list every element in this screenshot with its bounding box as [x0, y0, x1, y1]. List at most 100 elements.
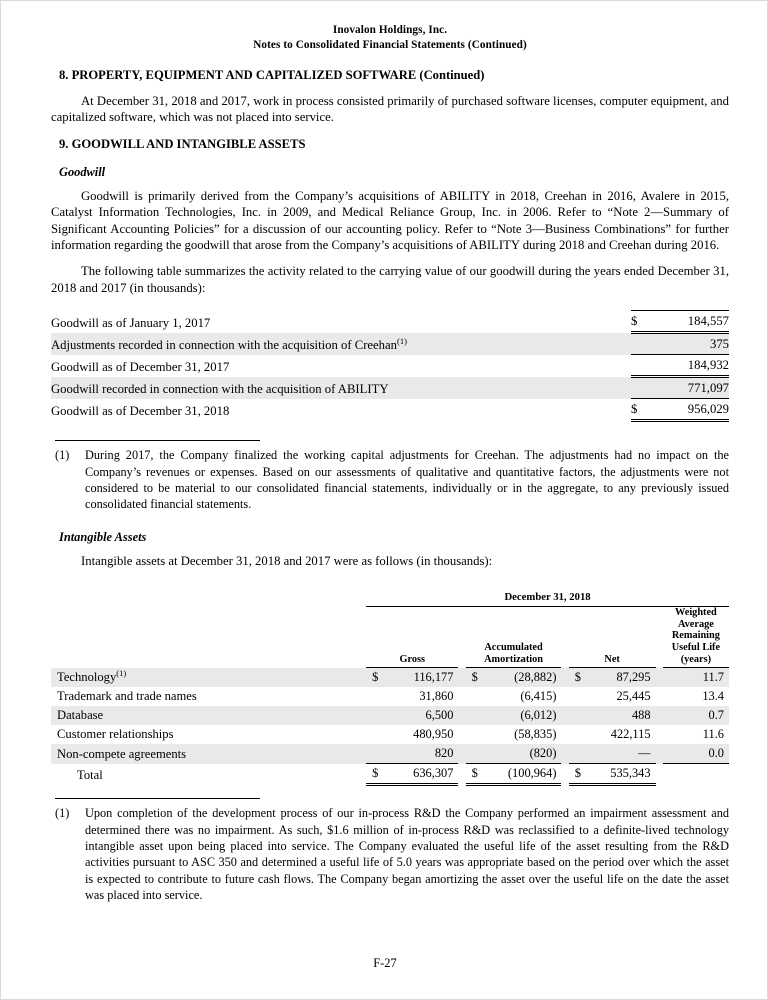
accum-value: (58,835) [514, 727, 557, 742]
note-8-heading: 8. PROPERTY, EQUIPMENT AND CAPITALIZED S… [59, 68, 485, 82]
gross-value: 820 [434, 746, 454, 761]
table-row: Database 6,500 (6,012) 488 0.7 [51, 706, 729, 726]
accum-currency: $ [471, 670, 478, 685]
table-row: Trademark and trade names 31,860 (6,415)… [51, 687, 729, 706]
goodwill-row-label: Goodwill as of December 31, 2017 [51, 359, 230, 374]
useful-life-value: 0.0 [708, 746, 725, 761]
table-row: Goodwill as of December 31, 2017 184,932 [51, 354, 729, 377]
goodwill-row-currency [631, 354, 651, 377]
accum-value: (28,882) [514, 670, 557, 685]
gross-value: 31,860 [419, 689, 454, 704]
total-gross-value: 636,307 [388, 763, 459, 785]
table-footer-rule-row [51, 419, 729, 427]
total-useful-life-value [662, 763, 729, 785]
useful-life-value: 0.7 [708, 708, 725, 723]
double-rule [366, 783, 389, 787]
table-row: Non-compete agreements 820 (820) — 0.0 [51, 744, 729, 764]
gross-value: 6,500 [425, 708, 454, 723]
net-value: 25,445 [616, 689, 651, 704]
table-total-row: Total $ 636,307 $ (100,964) $ 535,343 [51, 763, 729, 785]
intangible-row-label: Trademark and trade names [57, 689, 197, 704]
column-header-net: Net [568, 606, 656, 669]
note-8-paragraph: At December 31, 2018 and 2017, work in p… [51, 94, 729, 125]
footnote-text: Upon completion of the development proce… [85, 806, 729, 903]
table-footer-rule-row [51, 783, 729, 787]
gross-value: 116,177 [413, 670, 454, 685]
gross-currency [366, 687, 389, 706]
gross-currency: $ [372, 670, 379, 685]
note-9-heading: 9. GOODWILL AND INTANGIBLE ASSETS [59, 136, 306, 151]
net-value: 488 [631, 708, 651, 723]
intangibles-footnote: (1) Upon completion of the development p… [55, 805, 729, 903]
gross-value: 480,950 [413, 727, 454, 742]
accum-currency [466, 744, 489, 764]
goodwill-row-value: 184,932 [651, 354, 729, 377]
double-rule [488, 783, 562, 787]
goodwill-row-label: Goodwill recorded in connection with the… [51, 381, 389, 396]
net-currency [569, 687, 592, 706]
footnote-number: (1) [55, 448, 70, 463]
double-rule [465, 783, 489, 787]
footnote-text: During 2017, the Company finalized the w… [85, 448, 729, 512]
total-accum-currency: $ [465, 763, 489, 785]
double-rule [651, 419, 729, 427]
accum-currency [466, 687, 489, 706]
gross-currency [366, 706, 389, 725]
footnote-marker: (1) [116, 668, 127, 679]
net-currency [569, 706, 592, 725]
column-header-gross: Gross [366, 606, 459, 669]
net-currency [569, 725, 592, 744]
net-value: — [638, 746, 651, 761]
table-row: Customer relationships 480,950 (58,835) … [51, 725, 729, 744]
total-accum-value: (100,964) [488, 763, 562, 785]
net-currency [569, 744, 592, 764]
goodwill-row-currency: $ [631, 398, 651, 421]
footnote-number: (1) [55, 806, 70, 821]
double-rule [568, 783, 592, 787]
intangible-table-intro: Intangible assets at December 31, 2018 a… [81, 553, 493, 568]
page-number: F-27 [373, 956, 397, 970]
useful-life-value: 11.7 [702, 670, 724, 685]
useful-life-value: 11.6 [702, 727, 724, 742]
table-row: Goodwill recorded in connection with the… [51, 375, 729, 399]
goodwill-table: Goodwill as of January 1, 2017 $ 184,557… [51, 310, 729, 427]
table-row: Goodwill as of January 1, 2017 $ 184,557 [51, 310, 729, 333]
goodwill-row-value: 375 [651, 331, 729, 355]
column-header-accumulated-amortization: Accumulated Amortization [465, 606, 562, 669]
goodwill-row-label: Adjustments recorded in connection with … [51, 335, 407, 352]
accum-currency [466, 725, 489, 744]
gross-currency [366, 725, 389, 744]
goodwill-row-value: 956,029 [651, 398, 729, 421]
net-value: 422,115 [610, 727, 651, 742]
accum-currency [466, 706, 489, 725]
goodwill-row-label: Goodwill as of January 1, 2017 [51, 315, 211, 330]
total-label: Total [77, 767, 103, 782]
intangible-row-label: Technology(1) [57, 668, 127, 685]
table-header-columns-row: Gross Accumulated Amortization Net Weigh… [51, 606, 729, 669]
table-header-period-row: December 31, 2018 [51, 591, 729, 608]
goodwill-table-intro: The following table summarizes the activ… [51, 264, 729, 295]
double-rule [631, 419, 651, 427]
document-header: Inovalon Holdings, Inc. Notes to Consoli… [51, 23, 729, 53]
intangible-row-label: Database [57, 708, 104, 723]
table-row: Technology(1) $ 116,177 $ (28,882) $ 87,… [51, 667, 729, 688]
accum-value: (6,415) [520, 689, 557, 704]
footnote-separator [55, 440, 260, 442]
net-value: 87,295 [616, 670, 651, 685]
period-header: December 31, 2018 [366, 591, 729, 608]
column-header-weighted-average-life: Weighted Average Remaining Useful Life (… [662, 606, 729, 669]
header-subtitle: Notes to Consolidated Financial Statemen… [253, 39, 527, 51]
goodwill-footnote: (1) During 2017, the Company finalized t… [55, 447, 729, 513]
net-currency: $ [574, 670, 581, 685]
table-row: Adjustments recorded in connection with … [51, 331, 729, 355]
total-gross-currency: $ [366, 763, 389, 785]
gross-currency [366, 744, 389, 764]
double-rule [591, 783, 656, 787]
goodwill-row-label: Goodwill as of December 31, 2018 [51, 403, 230, 418]
goodwill-row-currency [631, 375, 651, 399]
goodwill-row-value: 771,097 [651, 375, 729, 399]
company-name: Inovalon Holdings, Inc. [332, 24, 448, 36]
accum-value: (820) [529, 746, 557, 761]
total-net-value: 535,343 [591, 763, 656, 785]
